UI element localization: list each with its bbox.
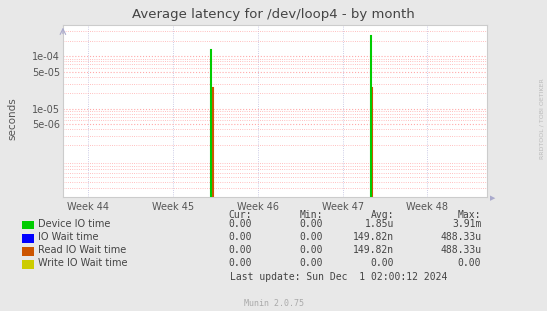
Text: Average latency for /dev/loop4 - by month: Average latency for /dev/loop4 - by mont… <box>132 8 415 21</box>
Text: 488.33u: 488.33u <box>440 232 481 242</box>
Text: Min:: Min: <box>299 210 323 220</box>
Text: IO Wait time: IO Wait time <box>38 232 99 242</box>
Text: Last update: Sun Dec  1 02:00:12 2024: Last update: Sun Dec 1 02:00:12 2024 <box>230 272 448 282</box>
Text: Write IO Wait time: Write IO Wait time <box>38 258 128 268</box>
Text: 0.00: 0.00 <box>228 245 252 255</box>
Text: Max:: Max: <box>458 210 481 220</box>
Text: Munin 2.0.75: Munin 2.0.75 <box>243 299 304 308</box>
Text: Cur:: Cur: <box>228 210 252 220</box>
Text: Device IO time: Device IO time <box>38 219 110 229</box>
Text: 0.00: 0.00 <box>299 245 323 255</box>
Text: RRDTOOL / TOBI OETIKER: RRDTOOL / TOBI OETIKER <box>539 78 544 159</box>
Text: 149.82n: 149.82n <box>353 245 394 255</box>
Text: 1.85u: 1.85u <box>364 219 394 229</box>
Text: 0.00: 0.00 <box>299 258 323 268</box>
Text: 0.00: 0.00 <box>228 258 252 268</box>
Text: 149.82n: 149.82n <box>353 232 394 242</box>
Text: 0.00: 0.00 <box>228 232 252 242</box>
Text: 0.00: 0.00 <box>458 258 481 268</box>
Text: 0.00: 0.00 <box>299 219 323 229</box>
Text: 0.00: 0.00 <box>370 258 394 268</box>
Text: 3.91m: 3.91m <box>452 219 481 229</box>
Text: Avg:: Avg: <box>370 210 394 220</box>
Text: 0.00: 0.00 <box>299 232 323 242</box>
Text: 0.00: 0.00 <box>228 219 252 229</box>
Text: ▶: ▶ <box>490 195 495 202</box>
Text: 488.33u: 488.33u <box>440 245 481 255</box>
Text: Read IO Wait time: Read IO Wait time <box>38 245 126 255</box>
Text: seconds: seconds <box>7 97 17 140</box>
